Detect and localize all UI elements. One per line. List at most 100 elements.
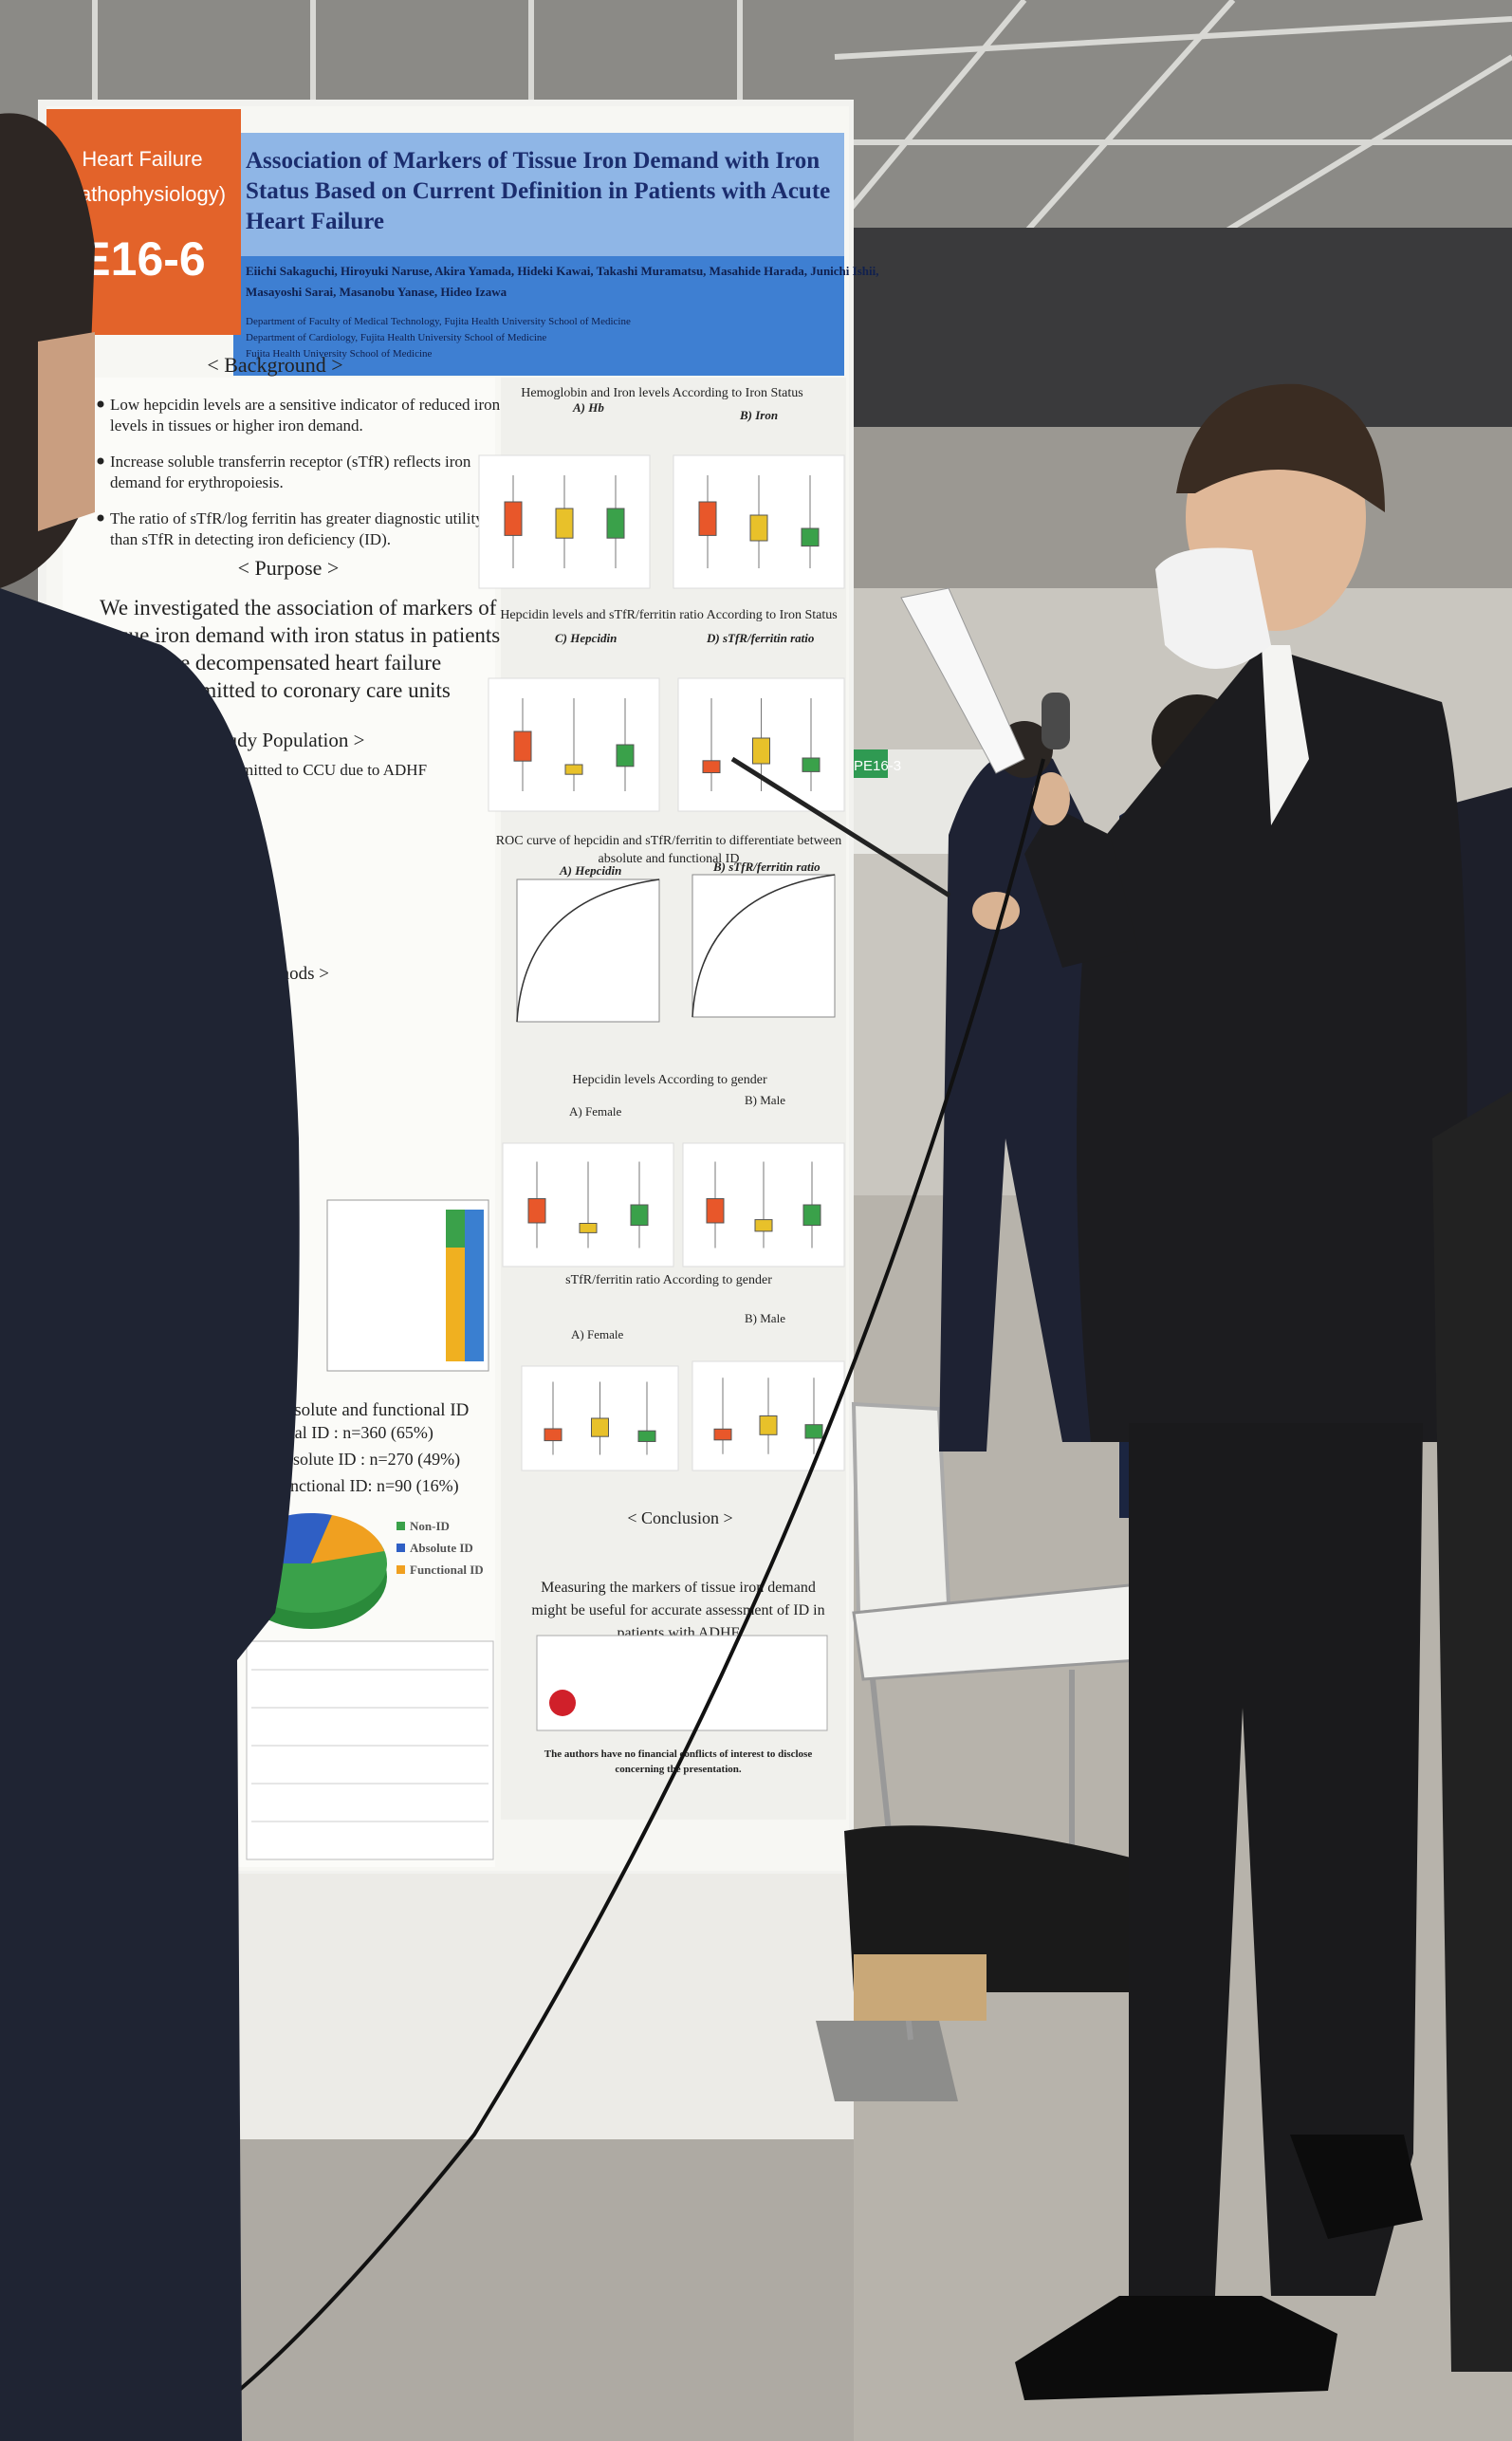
poster-text: Status Based on Current Definition in Pa… [246,178,830,204]
box [504,501,523,536]
presenter [169,383,1467,2441]
box [527,1198,546,1224]
poster-text: Hemoglobin and Iron levels According to … [521,386,802,400]
box [802,757,821,772]
poster-text: Hepcidin levels According to gender [572,1073,767,1087]
box [606,508,625,539]
box [555,508,574,539]
upper-wall [844,228,1512,427]
bullet [97,514,104,522]
poster-text: The ratio of sTfR/log ferritin has great… [110,509,484,527]
poster-text: demand for erythropoiesis. [110,473,284,491]
poster-text: Heart Failure [246,209,384,234]
poster-text: The authors have no financial conflicts … [544,1748,813,1760]
board-foot [816,2021,958,2101]
box [630,1204,649,1227]
poster-text: A) Female [569,1104,621,1119]
shape [851,1401,951,1616]
poster-text: tissue iron demand with iron status in p… [100,623,500,647]
poster-text: A) Hepcidin [559,863,621,878]
poster-text: Hepcidin levels and sTfR/ferritin ratio … [500,608,837,622]
shape [1077,645,1467,1442]
shape [1024,806,1138,968]
shape [993,0,1236,268]
poster-text: Masayoshi Sarai, Masanobu Yanase, Hideo … [246,285,507,299]
board-stand [190,1874,854,2139]
guideline-bar [465,1210,484,1361]
box [579,1223,598,1233]
poster-text: A) Female [571,1327,623,1341]
poster-text: Increase soluble transferrin receptor (s… [110,453,471,471]
box [564,764,583,775]
title: Association of Markers of Tissue Iron De… [246,148,878,360]
foreground-person [0,113,300,2441]
pointer [730,756,951,898]
poster-text: B) sTfR/ferritin ratio [712,860,821,874]
box [801,527,820,547]
poster-text: sTfR/ferritin ratio According to gender [565,1273,772,1287]
poster-text: Fujita Health University School of Medic… [246,348,433,360]
shape [1129,1423,1423,2315]
poster-text: A) Hb [572,400,604,415]
box [754,1219,773,1232]
poster-text: Functional ID: n=90 (16%) [272,1476,459,1496]
foreground-person-right [1432,1091,1512,2372]
shape [0,588,300,2441]
poster-text: Absolute ID : n=270 (49%) [272,1450,460,1470]
poster-id: E16-6 [79,232,205,286]
poster-text: Absolute ID [410,1541,473,1555]
poster-text: B) Male [745,1093,785,1107]
poster-text: We investigated the association of marke… [100,596,497,619]
shape [972,892,1020,930]
box [591,1417,609,1437]
roc-panel [516,878,660,1023]
shape [396,1522,405,1530]
poster-text: Functional ID [410,1563,484,1577]
table-rows [251,1669,489,1822]
poster-text: levels in tissues or higher iron demand. [110,416,363,435]
poster-text: < Background > [207,353,342,377]
papers [900,587,1025,774]
category: Heart Failure [82,147,202,171]
microphone [1042,693,1070,749]
category: (Pathophysiology) [59,182,226,206]
pie-slice [311,1515,384,1563]
coi-box [536,1635,828,1731]
jcs-logo [549,1690,576,1716]
box [698,501,717,536]
poster-text: Total ID : n=360 (65%) [272,1423,433,1443]
poster-text: D) sTfR/ferritin ratio [706,631,815,645]
poster-text: C) Hepcidin [555,631,617,645]
shape [1015,2296,1337,2400]
box [702,760,721,774]
shape [38,332,95,531]
cable [169,758,1045,2441]
poster-text: < Conclusion > [627,1508,732,1527]
box [616,744,635,767]
poster-text: B) Iron [739,408,778,422]
box [544,1428,562,1442]
shape [1262,645,1309,825]
poster-text: than sTfR in detecting iron deficiency (… [110,530,391,548]
box [752,737,770,765]
poster-text: B) Male [745,1311,785,1325]
poster-text: Department of Faculty of Medical Technol… [246,316,631,327]
shape [1176,383,1385,512]
legend-swatches [396,1522,405,1574]
roc-curve [516,878,660,1023]
booth-tag [850,749,888,778]
box [706,1198,725,1224]
poster-text: might be useful for accurate assessment … [531,1602,824,1618]
right-column [501,378,846,1820]
poster-text: Eiichi Sakaguchi, Hiroyuki Naruse, Akira… [246,264,878,278]
poster-text: Low hepcidin levels are a sensitive indi… [110,396,501,414]
box [713,1428,732,1441]
box [637,1430,656,1442]
booth-label: PE16-3 [854,758,901,774]
shape [832,0,1027,230]
poster-text: ROC curve of hepcidin and sTfR/ferritin … [496,834,841,848]
poster-text: admitted to CCU due to ADHF [226,761,427,779]
